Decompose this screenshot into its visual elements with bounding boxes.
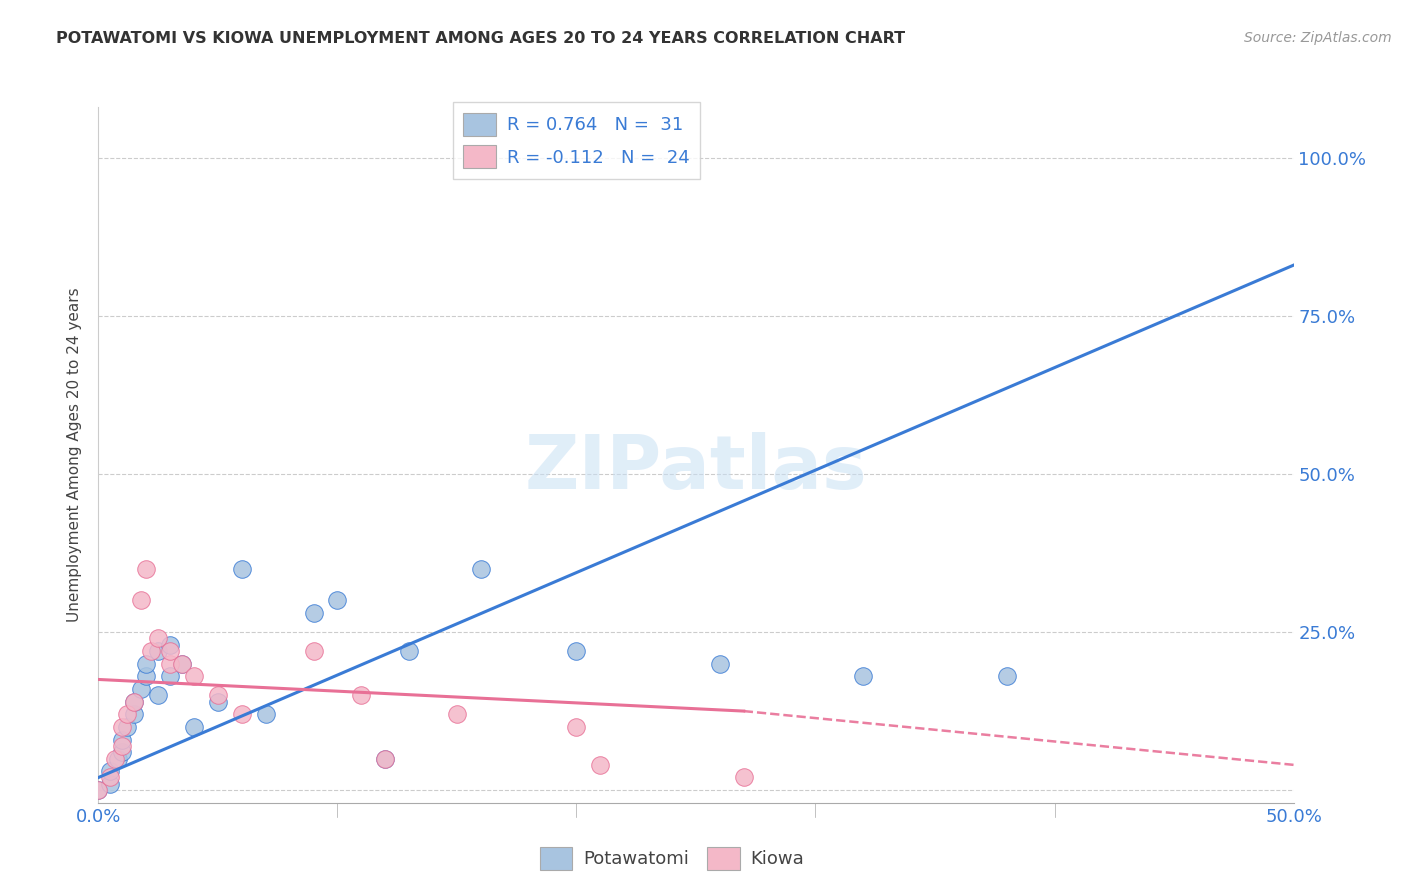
Point (183, 669, 205, 683)
Point (326, 593, 349, 607)
Point (148, 688, 170, 702)
Point (135, 669, 157, 683)
Point (398, 644, 420, 658)
Point (159, 657, 181, 671)
Point (565, 720, 588, 734)
Point (565, 644, 588, 658)
Point (207, 695, 229, 709)
Point (104, 751, 127, 765)
Point (87, 783, 110, 797)
Y-axis label: Unemployment Among Ages 20 to 24 years: Unemployment Among Ages 20 to 24 years (67, 287, 83, 623)
Point (111, 720, 134, 734)
Point (159, 644, 181, 658)
Point (124, 695, 146, 709)
Text: Source: ZipAtlas.com: Source: ZipAtlas.com (1244, 31, 1392, 45)
Point (172, 657, 194, 671)
Point (231, 707, 253, 722)
Point (98, 764, 122, 779)
Point (302, 644, 325, 658)
Legend: Potawatomi, Kiowa: Potawatomi, Kiowa (533, 839, 811, 877)
Point (98, 777, 122, 791)
Point (111, 732, 134, 747)
Point (139, 644, 162, 658)
Text: POTAWATOMI VS KIOWA UNEMPLOYMENT AMONG AGES 20 TO 24 YEARS CORRELATION CHART: POTAWATOMI VS KIOWA UNEMPLOYMENT AMONG A… (56, 31, 905, 46)
Point (111, 739, 134, 753)
Point (852, 669, 875, 683)
Point (148, 632, 170, 646)
Point (124, 707, 146, 722)
Point (709, 657, 731, 671)
Point (446, 707, 468, 722)
Point (115, 720, 138, 734)
Point (995, 669, 1018, 683)
Point (135, 657, 157, 671)
Point (131, 681, 153, 696)
Point (115, 707, 138, 722)
Point (135, 562, 157, 576)
Point (589, 757, 612, 772)
Point (733, 771, 755, 785)
Point (231, 562, 253, 576)
Point (374, 751, 396, 765)
Point (111, 745, 134, 759)
Point (470, 562, 492, 576)
Point (207, 688, 229, 702)
Point (148, 644, 170, 658)
Point (183, 720, 205, 734)
Point (159, 638, 181, 652)
Text: ZIPatlas: ZIPatlas (524, 433, 868, 506)
Point (107, 751, 129, 765)
Point (172, 657, 194, 671)
Point (124, 695, 146, 709)
Point (98, 771, 122, 785)
Point (374, 751, 396, 765)
Point (131, 593, 153, 607)
Point (159, 669, 181, 683)
Point (302, 606, 325, 620)
Point (254, 707, 277, 722)
Point (87, 783, 110, 797)
Point (350, 688, 373, 702)
